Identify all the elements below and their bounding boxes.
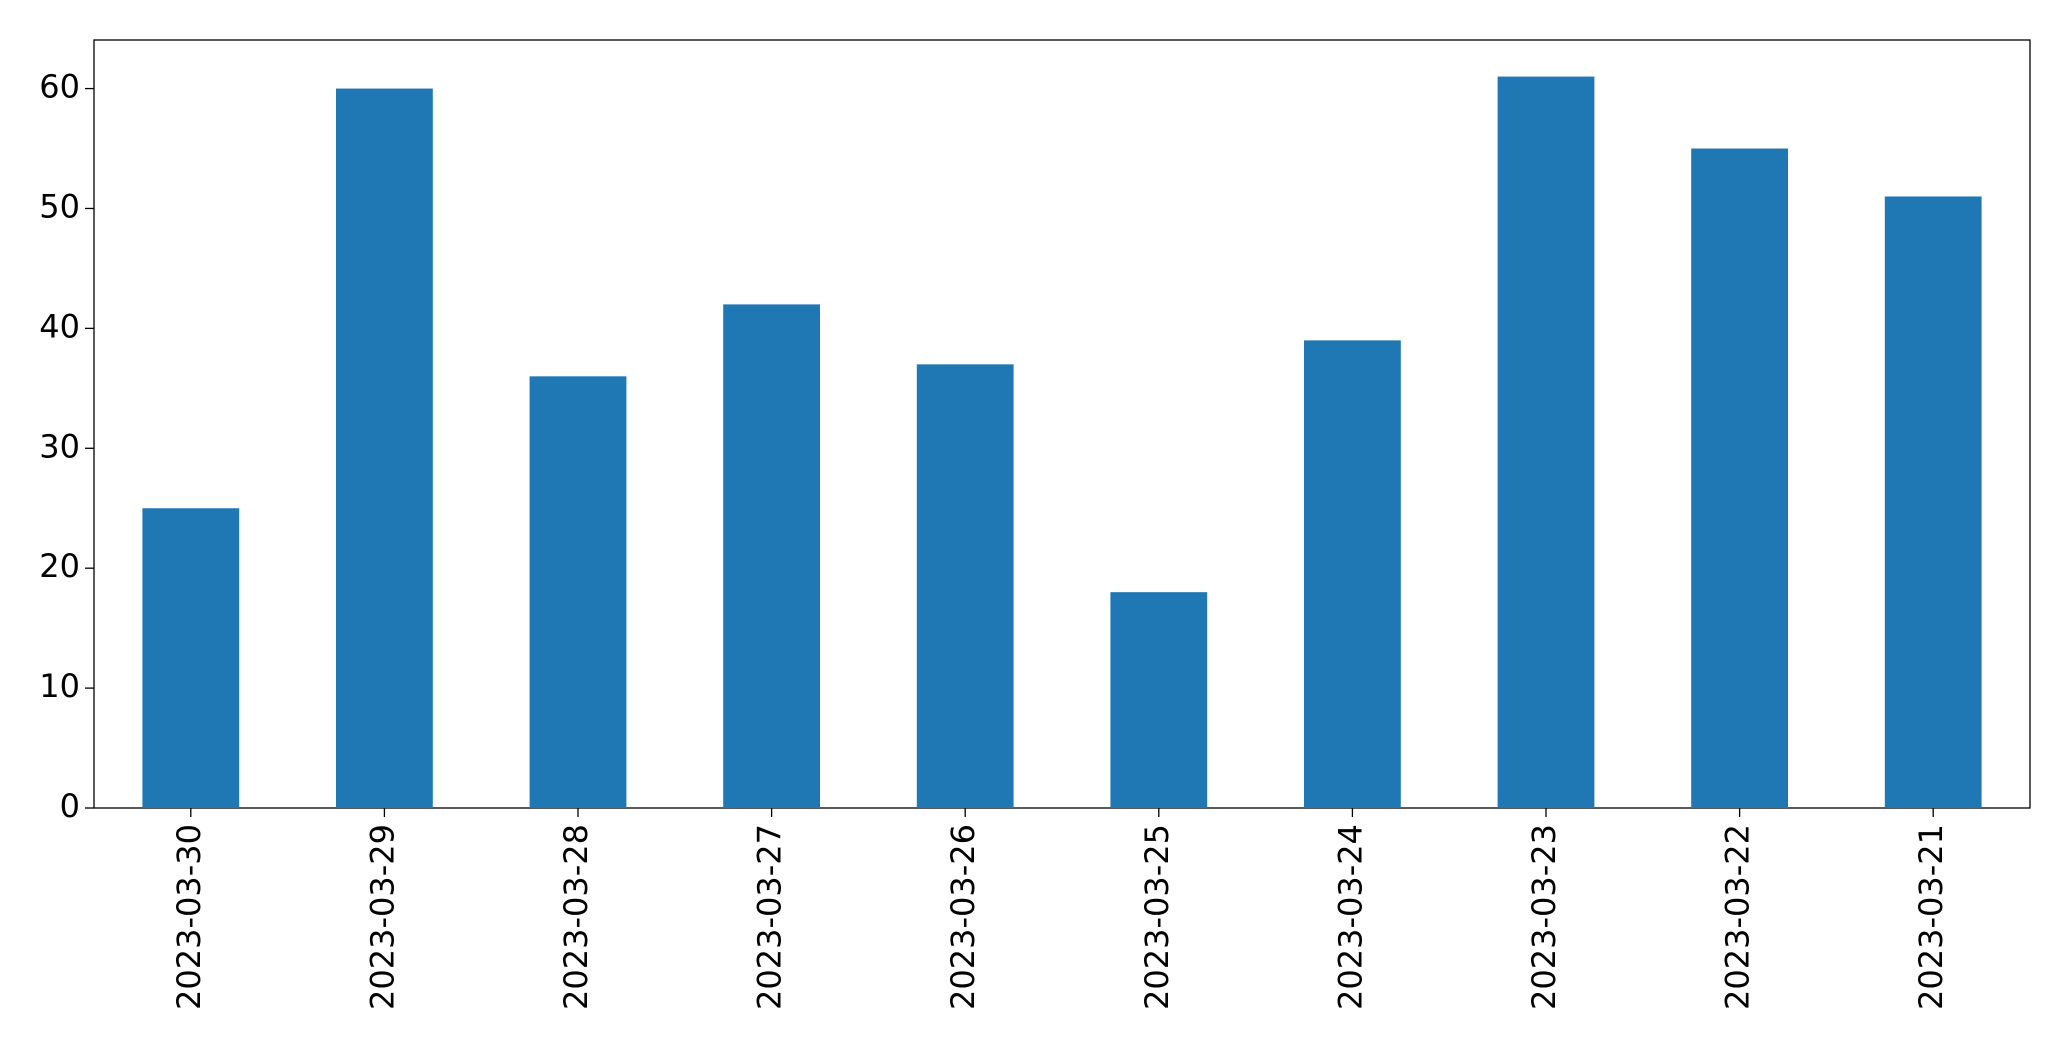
y-tick-label: 60 — [39, 68, 80, 106]
bar — [723, 304, 820, 808]
bar — [1304, 340, 1401, 808]
bar — [1497, 76, 1595, 809]
bar — [1110, 592, 1208, 808]
x-tick-label: 2023-03-21 — [1912, 824, 1950, 1010]
bar — [916, 364, 1014, 808]
x-tick-label: 2023-03-24 — [1331, 824, 1369, 1010]
x-tick-label: 2023-03-29 — [363, 824, 401, 1010]
x-tick-label: 2023-03-22 — [1719, 824, 1757, 1010]
bar — [142, 508, 240, 808]
plot-frame — [93, 39, 2031, 809]
x-tick-label: 2023-03-27 — [751, 824, 789, 1010]
x-tick-label: 2023-03-30 — [170, 824, 208, 1010]
x-tick-label: 2023-03-26 — [944, 824, 982, 1010]
y-tick-label: 30 — [39, 427, 80, 465]
bar — [529, 376, 627, 808]
bar — [336, 88, 433, 808]
x-tick-label: 2023-03-23 — [1525, 824, 1563, 1010]
x-tick-label: 2023-03-28 — [557, 824, 595, 1010]
y-tick-label: 10 — [39, 667, 80, 705]
y-tick-label: 0 — [60, 787, 80, 825]
y-tick-label: 50 — [39, 187, 80, 225]
bar — [1884, 196, 1982, 808]
y-tick-label: 40 — [39, 307, 80, 345]
bar — [1691, 148, 1788, 808]
x-tick-label: 2023-03-25 — [1138, 824, 1176, 1010]
y-tick-label: 20 — [39, 547, 80, 585]
